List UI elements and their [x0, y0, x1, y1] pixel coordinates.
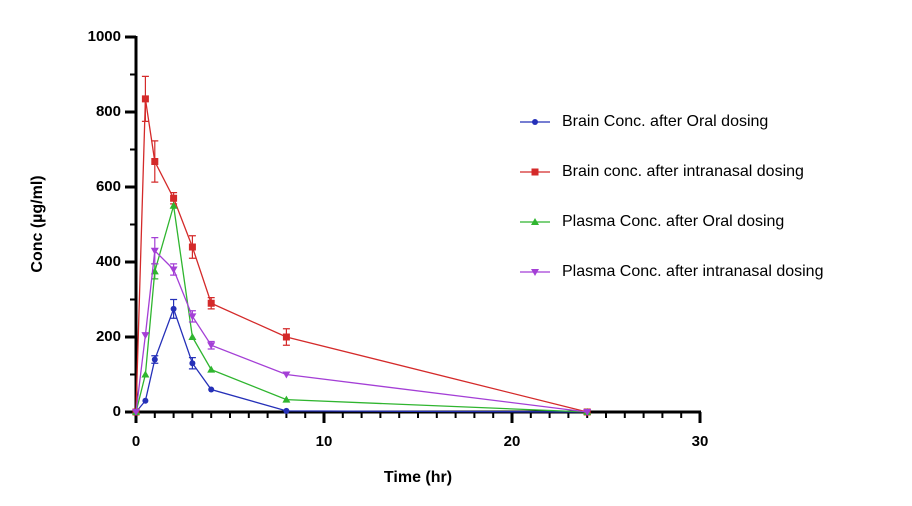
x-tick-label: 30	[692, 433, 709, 450]
legend-label: Plasma Conc. after Oral dosing	[562, 213, 784, 230]
data-point	[170, 305, 177, 312]
x-tick-label: 20	[504, 433, 521, 450]
series-line	[135, 306, 588, 413]
legend-label: Brain Conc. after Oral dosing	[562, 113, 768, 130]
y-tick-label: 0	[113, 403, 121, 420]
x-tick-label: 0	[132, 433, 140, 450]
data-point	[188, 313, 197, 321]
series-line	[135, 249, 588, 413]
series-line	[135, 98, 588, 413]
data-point	[150, 247, 159, 255]
y-tick-label: 600	[96, 178, 121, 195]
y-tick-label: 1000	[88, 28, 121, 45]
data-point	[282, 371, 291, 379]
x-tick-label: 10	[316, 433, 333, 450]
x-axis-title: Time (hr)	[384, 469, 452, 486]
series-line	[135, 205, 588, 413]
data-point	[170, 194, 178, 202]
legend-label: Brain conc. after intranasal dosing	[562, 163, 804, 180]
data-point	[142, 397, 149, 404]
legend-label: Plasma Conc. after intranasal dosing	[562, 263, 823, 280]
data-point	[141, 370, 150, 378]
data-point	[132, 409, 140, 416]
legend-marker	[532, 119, 538, 125]
y-axis-title: Conc (µg/ml)	[29, 175, 46, 272]
data-point	[141, 95, 149, 103]
data-point	[207, 299, 215, 307]
data-point	[141, 332, 150, 340]
data-point	[207, 365, 216, 373]
legend-marker	[531, 218, 539, 225]
legend-marker	[531, 269, 539, 276]
data-point	[208, 386, 215, 393]
data-point	[207, 342, 216, 350]
data-point	[282, 333, 290, 341]
y-tick-label: 400	[96, 253, 121, 270]
y-tick-label: 800	[96, 103, 121, 120]
data-point	[188, 243, 196, 251]
data-point	[583, 409, 592, 416]
data-point	[169, 266, 178, 274]
legend-marker	[531, 168, 539, 176]
data-point	[188, 333, 197, 340]
data-point	[151, 158, 159, 165]
data-point	[189, 360, 196, 367]
data-point	[283, 407, 290, 414]
data-point	[151, 356, 158, 363]
data-point	[169, 201, 178, 209]
data-point	[282, 395, 291, 403]
y-tick-label: 200	[96, 328, 121, 345]
